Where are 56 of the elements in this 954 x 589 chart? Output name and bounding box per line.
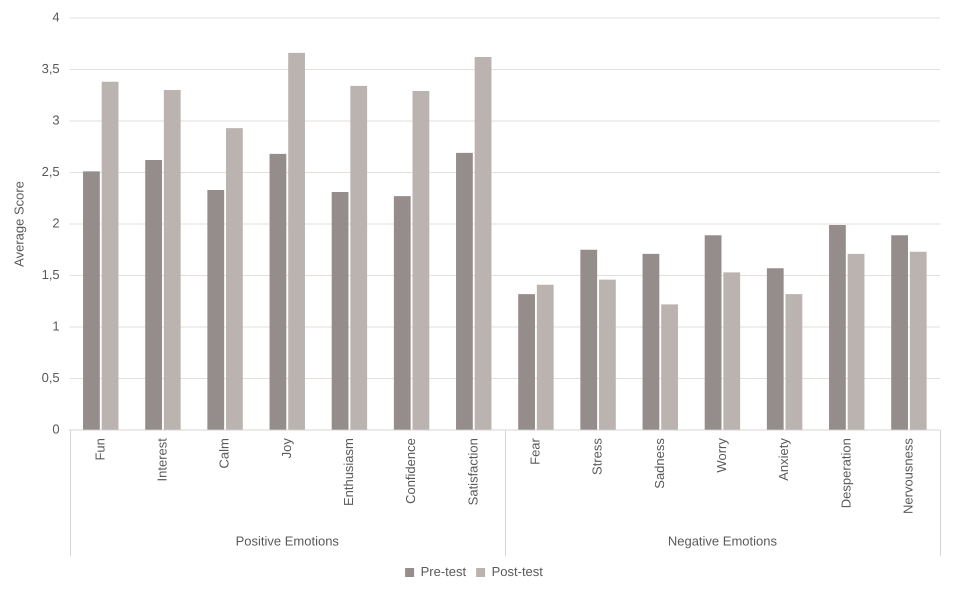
bar — [332, 192, 348, 430]
bar — [456, 152, 473, 430]
y-tick-label: 4 — [52, 9, 60, 24]
bar — [350, 86, 368, 430]
bar — [226, 128, 243, 430]
x-tick-label: Worry — [714, 438, 729, 473]
bar — [394, 196, 411, 430]
bar — [474, 56, 492, 430]
x-tick-label: Fear — [527, 437, 542, 465]
x-tick-label: Confidence — [403, 438, 418, 504]
x-tick-label: Desperation — [838, 438, 854, 508]
bar — [145, 160, 162, 430]
y-tick-label: 0,5 — [42, 370, 60, 386]
bar — [704, 235, 722, 430]
y-tick-label: 1,5 — [42, 267, 60, 282]
bar — [599, 280, 616, 430]
bar — [910, 252, 927, 430]
bar — [766, 268, 784, 430]
bar — [829, 224, 846, 430]
bar — [288, 52, 305, 430]
bar — [536, 284, 554, 430]
text: Positive Emotions — [236, 534, 340, 549]
x-tick-label: Stress — [590, 438, 605, 475]
y-tick-label: 2,5 — [42, 164, 60, 180]
x-tick-label: Enthusiasm — [341, 438, 356, 506]
bar — [83, 171, 100, 430]
x-tick-label: Interest — [154, 438, 170, 482]
x-tick-label: Satisfaction — [465, 438, 480, 506]
bar — [786, 294, 802, 430]
x-tick-label: Nervousness — [900, 438, 916, 514]
y-tick-label: 3,5 — [42, 60, 60, 76]
bar — [891, 235, 908, 430]
y-tick-label: 0 — [52, 422, 60, 437]
y-tick-label: 2 — [52, 216, 60, 231]
bar — [723, 272, 740, 430]
bar — [102, 82, 118, 430]
legend-label: Pre-test — [420, 564, 466, 580]
y-axis-title: Average Score — [11, 181, 26, 267]
bar — [270, 154, 286, 430]
x-tick-label: Fun — [92, 438, 108, 461]
bar — [580, 250, 598, 430]
bar — [412, 90, 430, 430]
bar — [642, 254, 660, 430]
x-tick-label: Calm — [216, 438, 232, 468]
bar — [661, 304, 678, 430]
legend-label: Post-test — [492, 564, 544, 580]
x-tick-label: Sadness — [652, 438, 667, 489]
bar — [164, 90, 181, 430]
x-tick-label: Anxiety — [776, 438, 792, 481]
bar — [518, 294, 535, 430]
y-tick-label: 1 — [52, 318, 60, 334]
y-tick-label: 3 — [52, 112, 60, 128]
bar — [207, 190, 224, 430]
text: Negative Emotions — [668, 534, 778, 549]
x-tick-label: Joy — [278, 438, 294, 458]
bar — [848, 254, 864, 430]
